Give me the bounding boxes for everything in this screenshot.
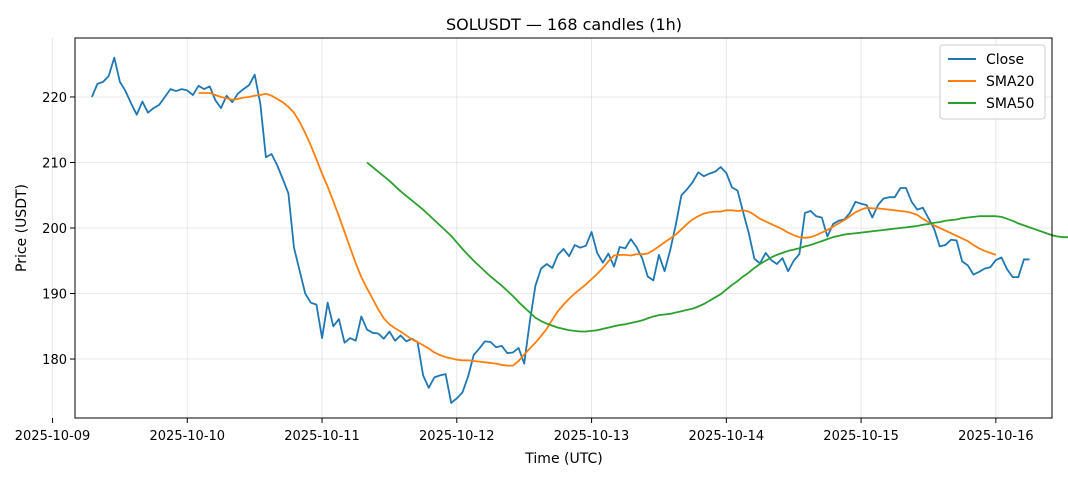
x-tick-label: 2025-10-11: [284, 429, 360, 444]
series-line-close: [91, 56, 1030, 404]
series-line-sma50: [366, 161, 1068, 333]
x-tick-label: 2025-10-12: [419, 429, 495, 444]
series-line-sma20: [198, 92, 997, 367]
grid: [52, 38, 1052, 418]
x-tick-label: 2025-10-14: [689, 429, 765, 444]
legend-label-sma20: SMA20: [986, 74, 1034, 90]
x-axis: 2025-10-09 2025-10-10 2025-10-11 2025-10-12…: [15, 418, 1034, 444]
chart-title: SOLUSDT — 168 candles (1h): [446, 15, 682, 34]
x-tick-label: 2025-10-16: [958, 429, 1034, 444]
x-tick-label: 2025-10-09: [15, 429, 91, 444]
legend: Close SMA20 SMA50: [939, 44, 1046, 120]
legend-label-sma50: SMA50: [986, 96, 1034, 112]
y-tick-label: 180: [42, 353, 67, 368]
y-axis-label: Price (USDT): [14, 184, 30, 272]
legend-box: [939, 44, 1046, 120]
x-tick-label: 2025-10-15: [823, 429, 899, 444]
x-axis-label: Time (UTC): [524, 451, 602, 467]
y-tick-label: 200: [42, 222, 67, 237]
x-tick-label: 2025-10-13: [554, 429, 630, 444]
y-tick-label: 220: [42, 91, 67, 106]
y-tick-label: 190: [42, 288, 67, 303]
x-tick-label: 2025-10-10: [150, 429, 226, 444]
legend-label-close: Close: [986, 52, 1024, 68]
series-lines: [91, 56, 1068, 404]
y-axis: 180 190 200 210 220: [42, 91, 75, 368]
y-tick-label: 210: [42, 156, 67, 171]
